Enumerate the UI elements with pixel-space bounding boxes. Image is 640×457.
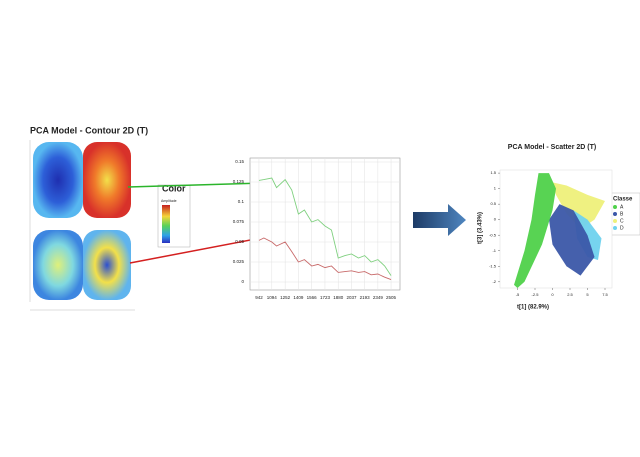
x-tick-label: 2193 <box>360 295 371 300</box>
legend-title: Classe <box>613 197 633 203</box>
legend-marker <box>613 212 617 216</box>
x-tick-label: 2.5 <box>567 292 573 297</box>
y-tick-label: -0.5 <box>489 232 497 237</box>
point-cloud <box>552 182 605 229</box>
legend-label: C <box>620 218 624 224</box>
x-tick-label: 1409 <box>293 295 304 300</box>
x-tick-label: 2037 <box>346 295 357 300</box>
x-tick-label: 2505 <box>386 295 397 300</box>
legend-marker <box>613 226 617 230</box>
y-tick-label: 0.15 <box>235 159 244 164</box>
x-tick-label: 1566 <box>307 295 318 300</box>
colorbar-label: Amplitude <box>161 199 177 203</box>
legend-marker <box>613 205 617 209</box>
x-tick-label: 1880 <box>333 295 344 300</box>
y-tick-label: -1 <box>492 248 496 253</box>
scatter-title: PCA Model - Scatter 2D (T) <box>508 144 596 151</box>
y-tick-label: 0.1 <box>238 199 245 204</box>
data-line <box>258 177 392 276</box>
x-axis-label: t[1] (82.9%) <box>517 305 549 311</box>
y-tick-label: 0.5 <box>490 201 496 206</box>
legend-label: B <box>620 211 624 217</box>
point-cloud <box>514 173 556 288</box>
arrow <box>129 234 263 264</box>
contour-title: PCA Model - Contour 2D (T) <box>30 125 148 135</box>
y-tick-label: 0 <box>494 217 497 222</box>
point-cloud <box>549 204 595 276</box>
y-tick-label: 0.075 <box>233 219 245 224</box>
contour-images <box>29 140 135 311</box>
legend-label: D <box>620 225 624 231</box>
x-tick-label: 5 <box>586 292 589 297</box>
color-legend-title: Color <box>162 183 186 193</box>
y-tick-label: -1.5 <box>489 263 497 268</box>
legend-label: A <box>620 204 624 210</box>
y-tick-label: 0.125 <box>233 179 245 184</box>
x-tick-label: 7.5 <box>602 292 608 297</box>
y-tick-label: 0.05 <box>235 239 244 244</box>
y-axis-label: t[3] (3.43%) <box>478 212 484 244</box>
x-tick-label: 1094 <box>267 295 278 300</box>
x-tick-label: -5 <box>516 292 520 297</box>
data-line <box>258 237 392 281</box>
x-tick-label: 2349 <box>373 295 384 300</box>
y-tick-label: 0.025 <box>233 259 245 264</box>
x-tick-label: 942 <box>255 295 263 300</box>
y-tick-label: 1.5 <box>490 170 496 175</box>
x-tick-label: 1252 <box>280 295 291 300</box>
x-tick-label: -2.5 <box>532 292 540 297</box>
arrow <box>127 177 265 190</box>
colorbar <box>162 205 170 243</box>
x-tick-label: 0 <box>551 292 554 297</box>
y-tick-label: 0 <box>241 279 244 284</box>
process-arrow <box>413 204 466 236</box>
y-tick-label: 1 <box>494 186 497 191</box>
y-tick-label: -2 <box>492 279 496 284</box>
x-tick-label: 1723 <box>320 295 331 300</box>
legend-marker <box>613 219 617 223</box>
